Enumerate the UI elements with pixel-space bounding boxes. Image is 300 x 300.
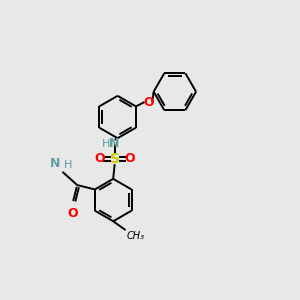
- Text: N: N: [50, 157, 60, 170]
- Text: S: S: [110, 152, 120, 166]
- Text: CH₃: CH₃: [127, 231, 145, 241]
- Text: N: N: [109, 137, 119, 150]
- Text: O: O: [143, 95, 154, 109]
- Text: H: H: [102, 139, 111, 148]
- Text: O: O: [125, 152, 135, 165]
- Text: O: O: [94, 152, 105, 165]
- Text: H: H: [64, 160, 72, 170]
- Text: O: O: [68, 207, 78, 220]
